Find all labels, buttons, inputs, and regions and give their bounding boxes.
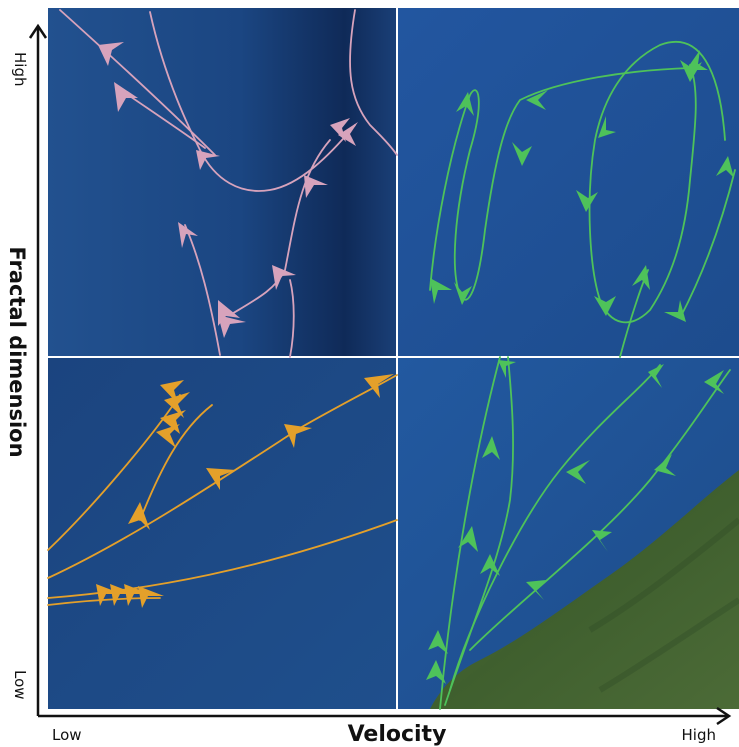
land-mass	[430, 470, 739, 709]
green-arrow	[512, 142, 532, 166]
orange-arrow	[110, 584, 136, 606]
quadrant-top-right	[397, 8, 739, 357]
green-arrow	[632, 265, 650, 290]
y-tick-high: High	[11, 52, 29, 86]
pink-arrowheads	[98, 42, 358, 338]
y-axis-arrow-icon	[28, 23, 48, 39]
pink-arrow	[196, 150, 220, 170]
orange-arrow	[124, 584, 150, 606]
green-arrow	[592, 530, 612, 552]
green-arrow	[456, 92, 474, 116]
green-arrow	[598, 116, 616, 138]
orange-arrow	[160, 380, 184, 404]
x-tick-high: High	[682, 726, 716, 744]
orange-arrowheads	[96, 374, 394, 608]
green-arrow	[454, 282, 472, 305]
quadrant-top-left	[48, 8, 397, 357]
orange-arrow	[96, 584, 122, 606]
green-arrow	[704, 370, 724, 394]
orange-arrow	[128, 502, 150, 530]
pink-arrow	[338, 122, 358, 146]
green-trajectories-bottom	[439, 356, 731, 710]
y-axis-label: Fractal dimension	[5, 246, 29, 457]
orange-arrow	[364, 374, 394, 398]
green-arrow	[716, 156, 734, 178]
quadrant-bottom-left	[48, 357, 397, 709]
green-arrow	[428, 630, 448, 654]
x-axis	[38, 706, 732, 726]
orange-arrow	[206, 468, 236, 490]
pink-arrow	[114, 82, 138, 112]
pink-arrow	[178, 222, 198, 248]
green-arrow	[526, 90, 548, 110]
pink-trajectories	[59, 9, 398, 358]
y-tick-low: Low	[11, 670, 29, 700]
green-arrow	[594, 296, 616, 316]
green-arrow	[654, 454, 676, 476]
y-axis	[28, 23, 48, 716]
green-arrow	[482, 436, 500, 460]
green-arrow	[664, 300, 686, 322]
green-arrow	[430, 278, 452, 304]
green-arrow	[686, 50, 708, 70]
orange-arrow	[164, 392, 190, 418]
green-arrow	[648, 364, 664, 388]
x-axis-label: Velocity	[348, 722, 447, 747]
land-texture	[588, 517, 739, 693]
green-arrow	[480, 554, 500, 576]
pink-arrow	[98, 42, 124, 66]
green-arrow	[566, 460, 590, 484]
pink-arrow	[218, 300, 240, 326]
orange-arrow	[138, 586, 164, 608]
orange-arrow	[284, 424, 312, 448]
orange-arrow	[160, 410, 186, 434]
x-tick-low: Low	[52, 726, 82, 744]
orange-trajectories	[47, 374, 398, 606]
pink-arrow	[304, 175, 328, 198]
pink-arrow	[272, 265, 296, 290]
green-arrowheads-top	[430, 50, 734, 322]
x-axis-arrow-icon	[716, 706, 732, 726]
green-arrow	[526, 580, 546, 600]
pink-arrow	[330, 118, 350, 142]
green-arrow	[680, 60, 702, 82]
orange-arrow	[156, 424, 180, 448]
pink-arrow	[218, 315, 246, 338]
green-arrow	[426, 660, 446, 684]
green-arrowheads-bottom	[426, 360, 724, 684]
green-arrow	[458, 526, 478, 552]
green-arrow	[576, 190, 598, 212]
green-arrow	[498, 360, 516, 378]
